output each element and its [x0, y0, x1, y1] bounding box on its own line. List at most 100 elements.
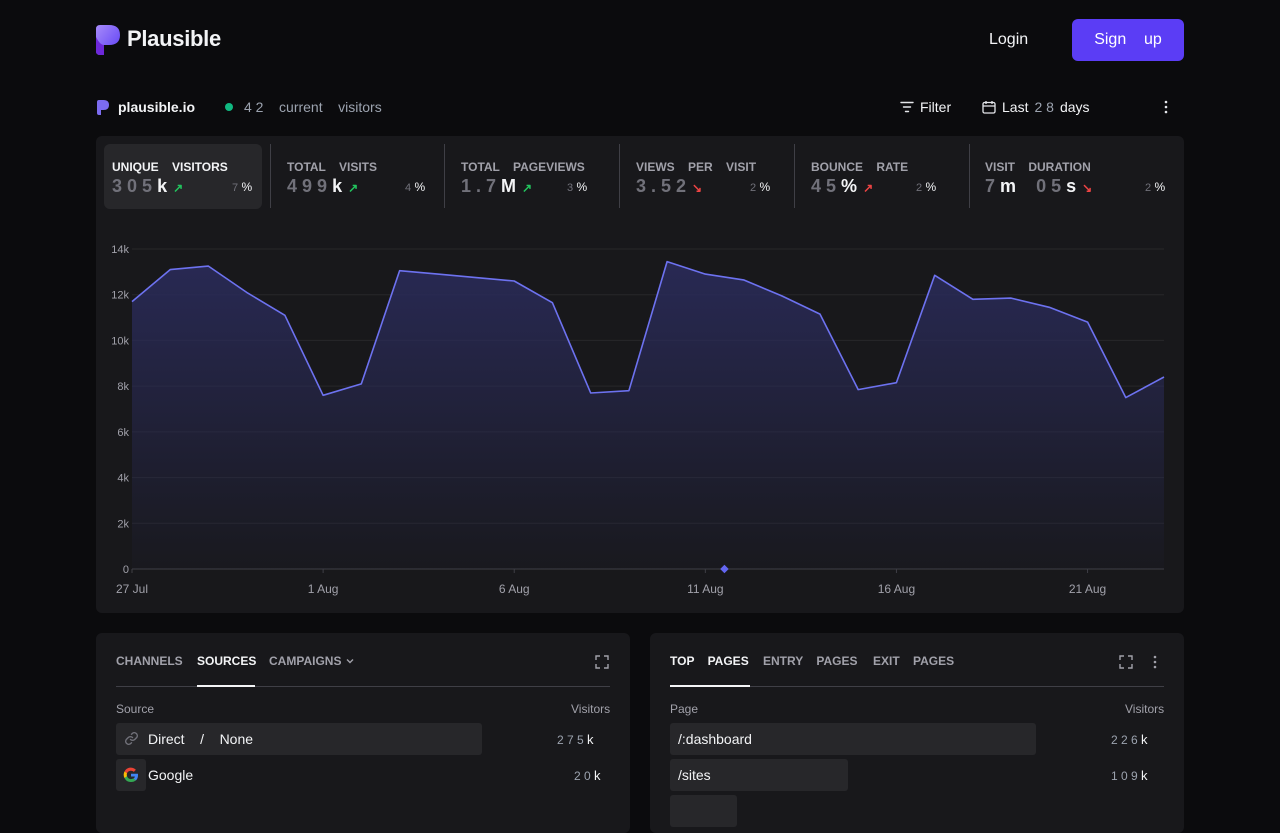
y-tick-label: 14k	[111, 244, 129, 256]
y-tick-label: 0	[123, 564, 129, 576]
stat-value: 1 . 7 M ↗	[461, 176, 533, 196]
stat-visit-duration[interactable]: VISIT DURATION 7 m 0 5 s ↘ 2 %	[977, 144, 1172, 209]
stat-label: UNIQUE VISITORS	[112, 160, 228, 174]
source-label[interactable]: Direct / None	[148, 731, 254, 747]
y-tick-label: 12k	[111, 290, 129, 302]
page-label[interactable]: /sites	[678, 767, 711, 783]
expand-icon[interactable]	[1118, 654, 1134, 670]
trend-up-icon: ↗	[522, 181, 533, 195]
stat-label: TOTAL PAGEVIEWS	[461, 160, 585, 174]
series-line	[131, 260, 1165, 399]
x-tick-label: 21 Aug	[1069, 582, 1106, 596]
visitors-chart[interactable]: 0 2k 4k 6k 8k 10k 12k 14k 27 Jul 1 Aug 6 Aug 11 Aug…	[96, 236, 1184, 606]
page-label[interactable]: /:dashboard	[678, 731, 752, 747]
trend-down-icon: ↘	[692, 181, 703, 195]
filter-icon	[900, 101, 914, 113]
stat-separator	[619, 144, 620, 208]
chevron-down-icon	[346, 659, 354, 664]
stat-value: 3 . 5 2 ↘	[636, 176, 703, 196]
tab-exit-pages[interactable]: EXIT PAGES	[873, 654, 955, 668]
current-visitors-label: current visitors	[279, 99, 382, 115]
tab-top-pages[interactable]: TOP PAGES	[670, 654, 749, 668]
period-suffix: days	[1059, 99, 1090, 115]
card-divider	[116, 686, 610, 687]
stat-label: TOTAL VISITS	[287, 160, 378, 174]
tab-campaigns[interactable]: CAMPAIGNS	[269, 654, 355, 668]
site-switcher[interactable]: plausible.io	[118, 99, 196, 115]
stat-separator	[969, 144, 970, 208]
trend-up-icon: ↗	[348, 181, 359, 195]
live-indicator-icon	[225, 103, 233, 111]
stat-change: 4 %	[405, 180, 426, 194]
x-tick-label: 16 Aug	[878, 582, 915, 596]
expand-icon[interactable]	[594, 654, 610, 670]
stat-change: 3 %	[567, 180, 588, 194]
stat-value: 3 0 5 k ↗	[112, 176, 184, 196]
stat-bounce-rate[interactable]: BOUNCE RATE 4 5 % ↗ 2 %	[803, 144, 961, 209]
site-favicon-icon	[97, 100, 109, 115]
period-prefix: Last	[1002, 99, 1029, 115]
trend-up-red-icon: ↗	[863, 181, 874, 195]
date-range-picker[interactable]: Last 2 8 days	[982, 99, 1090, 115]
page-bar	[670, 759, 848, 791]
stat-total-visits[interactable]: TOTAL VISITS 4 9 9 k ↗ 4 %	[279, 144, 437, 209]
x-tick-label: 1 Aug	[308, 582, 339, 596]
active-tab-indicator	[197, 685, 255, 687]
y-tick-label: 6k	[117, 427, 129, 439]
stat-separator	[270, 144, 271, 208]
x-tick-label: 27 Jul	[116, 582, 148, 596]
active-tab-indicator	[670, 685, 750, 687]
column-header-source: Source	[116, 702, 155, 716]
stat-unique-visitors[interactable]: UNIQUE VISITORS 3 0 5 k ↗ 7 %	[104, 144, 262, 209]
google-icon	[123, 767, 138, 783]
tab-entry-pages[interactable]: ENTRY PAGES	[763, 654, 858, 668]
stats-chart-panel: UNIQUE VISITORS 3 0 5 k ↗ 7 % TOTAL VISIT…	[96, 136, 1184, 613]
page-value: 2 2 6 k	[1111, 732, 1148, 747]
column-header-page: Page	[670, 702, 699, 716]
stat-label: BOUNCE RATE	[811, 160, 909, 174]
stat-label: VISIT DURATION	[985, 160, 1091, 174]
current-visitors[interactable]: 4 2 current visitors	[244, 99, 382, 115]
stat-change: 2 %	[750, 180, 771, 194]
tab-sources[interactable]: SOURCES	[197, 654, 257, 668]
page-bar	[670, 723, 1036, 755]
more-options-icon[interactable]	[1158, 98, 1174, 116]
stat-separator	[794, 144, 795, 208]
login-link[interactable]: Login	[989, 31, 1029, 48]
x-tick-label: 6 Aug	[499, 582, 530, 596]
trend-up-icon: ↗	[173, 181, 184, 195]
stat-value: 7 m 0 5 s ↘	[985, 176, 1093, 196]
filter-button[interactable]: Filter	[900, 99, 951, 115]
current-visitors-count: 4 2	[244, 99, 264, 115]
filter-label: Filter	[920, 99, 952, 115]
signup-button[interactable]: Sign up	[1072, 19, 1184, 61]
x-tick-label: 11 Aug	[687, 582, 723, 596]
column-header-visitors: Visitors	[1125, 702, 1165, 716]
tab-channels[interactable]: CHANNELS	[116, 654, 183, 668]
trend-down-icon: ↘	[1082, 181, 1093, 195]
brand-name: Plausible	[127, 26, 221, 51]
stat-separator	[444, 144, 445, 208]
page-value: 1 0 9 k	[1111, 768, 1148, 783]
source-label[interactable]: Google	[148, 767, 194, 783]
source-value: 2 0 k	[574, 768, 601, 783]
source-value: 2 7 5 k	[557, 732, 594, 747]
calendar-icon	[982, 101, 996, 114]
y-tick-label: 4k	[117, 473, 129, 485]
tab-campaigns-label: CAMPAIGNS	[269, 654, 342, 668]
stat-value: 4 9 9 k ↗	[287, 176, 359, 196]
plausible-logo-icon[interactable]	[96, 25, 120, 55]
stat-label: VIEWS PER VISIT	[636, 160, 757, 174]
more-options-icon[interactable]	[1147, 654, 1163, 670]
stat-change: 2 %	[1145, 180, 1166, 194]
stat-views-per-visit[interactable]: VIEWS PER VISIT 3 . 5 2 ↘ 2 %	[628, 144, 786, 209]
link-icon	[125, 732, 138, 745]
stat-value: 4 5 % ↗	[811, 176, 874, 196]
stat-total-pageviews[interactable]: TOTAL PAGEVIEWS 1 . 7 M ↗ 3 %	[453, 144, 611, 209]
stat-change: 7 %	[232, 180, 253, 194]
source-bar	[116, 723, 482, 755]
series-area	[132, 261, 1164, 569]
y-tick-label: 2k	[117, 518, 129, 530]
stat-change: 2 %	[916, 180, 937, 194]
card-divider	[670, 686, 1164, 687]
